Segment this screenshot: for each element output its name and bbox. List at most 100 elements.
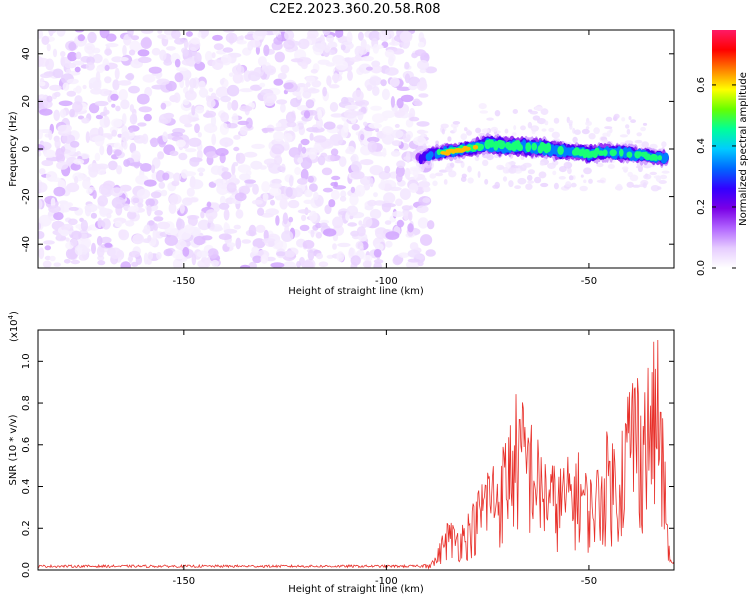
noise-blob xyxy=(129,162,143,167)
noise-blob xyxy=(380,178,386,191)
signal-halo xyxy=(504,128,509,134)
noise-blob xyxy=(396,98,404,109)
noise-blob xyxy=(129,127,134,133)
noise-blob xyxy=(367,199,377,207)
noise-blob xyxy=(361,55,375,62)
signal-halo xyxy=(596,162,604,168)
noise-blob xyxy=(137,122,147,127)
signal-halo xyxy=(527,180,535,184)
noise-blob xyxy=(300,157,312,170)
noise-blob xyxy=(335,30,344,39)
noise-blob xyxy=(413,167,419,179)
y-tick-label: 0 xyxy=(21,146,32,152)
noise-blob xyxy=(185,31,193,37)
signal-halo xyxy=(626,181,634,188)
noise-blob xyxy=(417,41,425,48)
noise-blob xyxy=(239,88,254,93)
noise-blob xyxy=(100,185,113,197)
noise-blob xyxy=(194,123,200,134)
noise-blob xyxy=(373,248,382,258)
noise-blob xyxy=(352,89,364,102)
noise-blob xyxy=(403,211,409,221)
noise-blob xyxy=(248,224,257,237)
noise-blob xyxy=(367,140,377,153)
noise-blob xyxy=(204,259,210,267)
noise-blob xyxy=(215,148,229,157)
signal-halo xyxy=(579,185,588,192)
signal-halo xyxy=(621,117,626,122)
noise-blob xyxy=(175,239,187,250)
noise-blob xyxy=(331,175,341,181)
noise-blob xyxy=(340,190,347,198)
noise-blob xyxy=(127,206,139,213)
noise-blob xyxy=(369,165,384,176)
noise-blob xyxy=(111,196,126,209)
noise-blob xyxy=(92,189,97,200)
signal-band-cell xyxy=(557,145,564,155)
noise-blob xyxy=(164,235,178,246)
signal-halo xyxy=(440,123,449,129)
noise-blob xyxy=(74,30,85,33)
noise-blob xyxy=(183,39,189,50)
noise-blob xyxy=(159,49,167,61)
signal-halo xyxy=(609,127,613,134)
noise-blob xyxy=(336,251,345,262)
noise-blob xyxy=(331,73,343,82)
noise-blob xyxy=(385,231,400,240)
noise-blob xyxy=(407,223,414,233)
noise-blob xyxy=(70,259,81,265)
noise-blob xyxy=(409,116,420,122)
noise-blob xyxy=(70,162,81,171)
noise-blob xyxy=(296,92,302,100)
noise-blob xyxy=(128,49,136,56)
noise-blob xyxy=(194,52,202,64)
signal-halo xyxy=(418,164,423,168)
signal-halo xyxy=(520,125,526,131)
y-tick-label: 0.8 xyxy=(21,395,32,411)
signal-halo xyxy=(538,171,547,179)
noise-blob xyxy=(198,80,206,90)
noise-blob xyxy=(396,219,404,228)
snr-x-ticks: -150 -100 -50 xyxy=(172,330,597,587)
noise-blob xyxy=(111,118,123,128)
noise-blob xyxy=(369,76,382,86)
noise-blob xyxy=(39,168,46,175)
noise-blob xyxy=(171,30,181,39)
noise-blob xyxy=(138,106,152,113)
noise-blob xyxy=(78,254,88,261)
noise-blob xyxy=(371,113,385,124)
noise-blob xyxy=(317,155,326,166)
noise-blob xyxy=(269,183,282,189)
noise-blob xyxy=(178,152,188,161)
noise-blob xyxy=(326,75,332,86)
noise-blob xyxy=(123,159,131,167)
noise-blob xyxy=(374,243,384,251)
noise-blob xyxy=(259,165,267,170)
noise-blob xyxy=(61,134,76,144)
noise-blob xyxy=(305,81,311,88)
noise-blob xyxy=(381,203,396,208)
noise-blob xyxy=(157,221,171,230)
noise-blob xyxy=(349,57,361,62)
noise-blob xyxy=(384,49,395,58)
noise-blob xyxy=(344,104,359,110)
noise-blob xyxy=(190,37,200,45)
noise-blob xyxy=(422,186,431,193)
signal-band-cell xyxy=(531,142,538,151)
noise-blob xyxy=(422,197,431,203)
noise-blob xyxy=(356,226,366,237)
noise-blob xyxy=(427,220,435,230)
signal-halo xyxy=(585,126,590,130)
noise-blob xyxy=(254,30,268,37)
noise-blob xyxy=(176,218,185,231)
signal-halo xyxy=(435,140,439,146)
noise-blob xyxy=(219,137,234,147)
signal-band-cell xyxy=(525,142,532,153)
noise-blob xyxy=(301,146,307,154)
signal-halo xyxy=(475,127,482,134)
noise-blob xyxy=(330,148,339,157)
signal-halo xyxy=(534,176,542,184)
signal-halo xyxy=(416,177,424,181)
signal-halo xyxy=(527,169,536,175)
noise-blob xyxy=(396,172,403,183)
